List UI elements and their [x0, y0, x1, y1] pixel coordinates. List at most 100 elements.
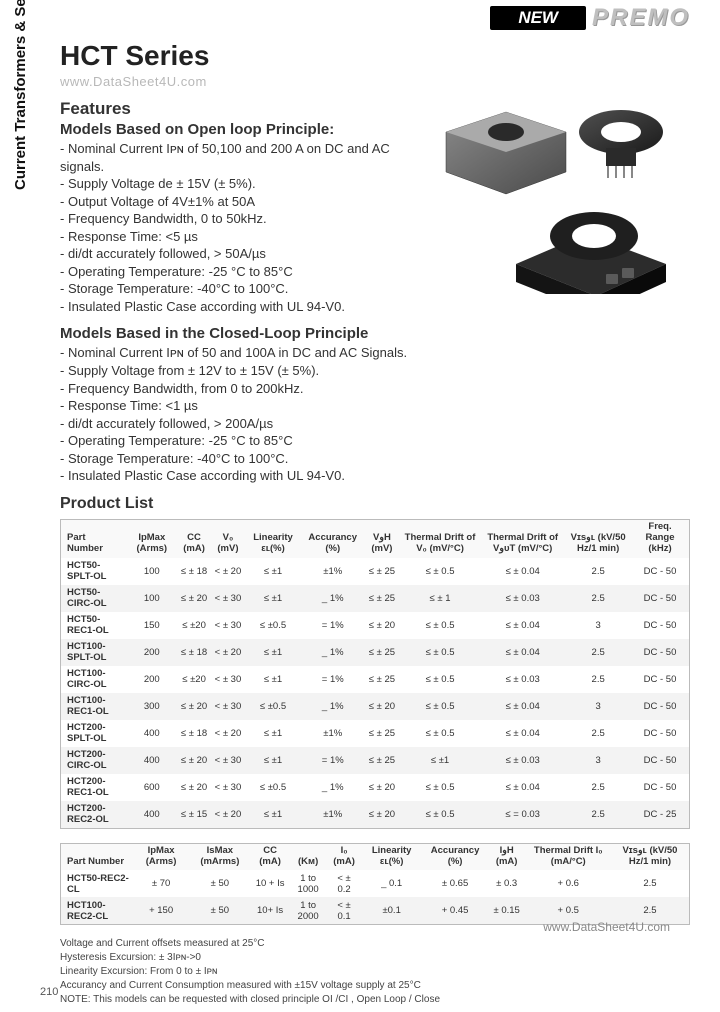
table-cell: HCT100-REC2-CL — [61, 897, 134, 925]
table-cell: = 1% — [302, 666, 364, 693]
table-cell: HCT100-REC1-OL — [61, 693, 127, 720]
table-cell: ≤ ± 0.5 — [400, 720, 480, 747]
table-cell: ≤ ± 1 — [400, 585, 480, 612]
table-cell: < ± 0.2 — [327, 870, 360, 897]
product-table-2: Part NumberIpMax (Arms)IsMax (mArms)CC (… — [60, 843, 690, 926]
table-cell: ≤ ± 18 — [177, 639, 212, 666]
table-cell: ≤ ± 0.5 — [400, 639, 480, 666]
sidebar-label: Current Transformers & Sensors — [12, 0, 29, 190]
table-row: HCT50-REC1-OL150≤ ±20< ± 30≤ ±0.5= 1%≤ ±… — [61, 612, 690, 639]
column-header: Thermal Drift of V₀ (mV/°C) — [400, 519, 480, 557]
column-header: IوH (mA) — [488, 843, 526, 870]
list-item: Operating Temperature: -25 °C to 85°C — [60, 263, 400, 281]
table-cell: + 0.6 — [526, 870, 611, 897]
table-cell: DC - 50 — [631, 693, 689, 720]
table-cell: ≤ ±0.5 — [244, 693, 301, 720]
table-cell: 3 — [565, 612, 631, 639]
table-row: HCT100-SPLT-OL200≤ ± 18< ± 20≤ ±1_ 1%≤ ±… — [61, 639, 690, 666]
table-cell: 100 — [127, 585, 177, 612]
table-cell: _ 0.1 — [361, 870, 423, 897]
list-item: Operating Temperature: -25 °C to 85°C — [60, 432, 690, 450]
table-cell: ±0.1 — [361, 897, 423, 925]
table-cell: 150 — [127, 612, 177, 639]
table-cell: ≤ ± 0.5 — [400, 693, 480, 720]
table-cell: ≤ ± 20 — [177, 774, 212, 801]
footnote-line: NOTE: This models can be requested with … — [60, 993, 690, 1007]
column-header: Vɪsوʟ (kV/50 Hz/1 min) — [565, 519, 631, 557]
table-cell: + 0.45 — [422, 897, 487, 925]
table-cell: DC - 50 — [631, 639, 689, 666]
brand-logo: PREMO — [592, 4, 690, 32]
table-cell: 200 — [127, 666, 177, 693]
table-cell: ≤ ± 20 — [364, 774, 400, 801]
product-table-1: Part NumberIpMax (Arms)CC (mA)V₀ (mV)Lin… — [60, 519, 690, 829]
table-cell: 2.5 — [565, 720, 631, 747]
table-cell: ± 0.65 — [422, 870, 487, 897]
page-number: 210 — [40, 986, 58, 998]
table-cell: + 150 — [134, 897, 189, 925]
table-cell: ≤ ±1 — [244, 666, 301, 693]
column-header: IsMax (mArms) — [188, 843, 251, 870]
footnotes: Voltage and Current offsets measured at … — [60, 937, 690, 1007]
table-cell: ± 0.15 — [488, 897, 526, 925]
new-badge: NEW — [490, 6, 586, 30]
table-cell: < ± 0.1 — [327, 897, 360, 925]
table-cell: ≤ ± 20 — [177, 693, 212, 720]
table-cell: 2.5 — [565, 774, 631, 801]
list-item: Supply Voltage de ± 15V (± 5%). — [60, 175, 400, 193]
table-row: HCT100-CIRC-OL200≤ ±20< ± 30≤ ±1= 1%≤ ± … — [61, 666, 690, 693]
table-cell: ±1% — [302, 720, 364, 747]
table-cell: 400 — [127, 720, 177, 747]
column-header: (Kᴍ) — [289, 843, 327, 870]
table-cell: 400 — [127, 747, 177, 774]
table-cell: ≤ ± 25 — [364, 747, 400, 774]
table-row: HCT200-REC2-OL400≤ ± 15< ± 20≤ ±1±1%≤ ± … — [61, 801, 690, 829]
table-cell: < ± 30 — [211, 612, 244, 639]
table-cell: HCT100-CIRC-OL — [61, 666, 127, 693]
column-header: Thermal Drift I₀ (mA/°C) — [526, 843, 611, 870]
table-cell: < ± 30 — [211, 693, 244, 720]
table-cell: < ± 20 — [211, 801, 244, 829]
table-cell: ≤ ±20 — [177, 612, 212, 639]
table-cell: ± 50 — [188, 870, 251, 897]
table-row: HCT50-CIRC-OL100≤ ± 20< ± 30≤ ±1_ 1%≤ ± … — [61, 585, 690, 612]
column-header: Part Number — [61, 519, 127, 557]
table-cell: ≤ ± 0.04 — [480, 720, 565, 747]
column-header: Part Number — [61, 843, 134, 870]
table-cell: ≤ ± 25 — [364, 558, 400, 585]
column-header: Accurancy (%) — [302, 519, 364, 557]
table-cell: HCT100-SPLT-OL — [61, 639, 127, 666]
list-item: Supply Voltage from ± 12V to ± 15V (± 5%… — [60, 362, 690, 380]
table-cell: DC - 50 — [631, 585, 689, 612]
table-cell: < ± 20 — [211, 720, 244, 747]
column-header: Accurancy (%) — [422, 843, 487, 870]
table-row: HCT50-SPLT-OL100≤ ± 18< ± 20≤ ±1±1%≤ ± 2… — [61, 558, 690, 585]
table-cell: ≤ ± 20 — [364, 801, 400, 829]
table-cell: ≤ ±20 — [177, 666, 212, 693]
table-cell: 3 — [565, 693, 631, 720]
table-cell: DC - 50 — [631, 774, 689, 801]
table-cell: HCT50-SPLT-OL — [61, 558, 127, 585]
table-row: HCT50-REC2-CL± 70± 5010 + Is1 to 1000< ±… — [61, 870, 690, 897]
table-cell: ≤ ± 0.5 — [400, 558, 480, 585]
table-cell: 2.5 — [565, 639, 631, 666]
list-item: Storage Temperature: -40°C to 100°C. — [60, 450, 690, 468]
table-cell: ≤ ± 0.5 — [400, 612, 480, 639]
column-header: Linearity εʟ(%) — [361, 843, 423, 870]
product-list-heading: Product List — [60, 495, 690, 513]
closed-loop-heading: Models Based in the Closed-Loop Principl… — [60, 325, 690, 342]
table-cell: _ 1% — [302, 693, 364, 720]
watermark-bottom: www.DataSheet4U.com — [543, 920, 670, 934]
table-cell: ≤ ± 0.04 — [480, 558, 565, 585]
table-cell: ≤ ± 25 — [364, 720, 400, 747]
table-cell: ≤ ± 0.04 — [480, 693, 565, 720]
table-cell: ≤ ±1 — [244, 585, 301, 612]
closed-loop-list: Nominal Current Iᴘɴ of 50 and 100A in DC… — [60, 344, 690, 484]
table-cell: ≤ ±1 — [244, 720, 301, 747]
table-cell: DC - 50 — [631, 558, 689, 585]
table-cell: ≤ ± 0.04 — [480, 612, 565, 639]
table-cell: ≤ ± 0.5 — [400, 666, 480, 693]
table-cell: HCT200-CIRC-OL — [61, 747, 127, 774]
column-header: IpMax (Arms) — [134, 843, 189, 870]
table-cell: ± 70 — [134, 870, 189, 897]
